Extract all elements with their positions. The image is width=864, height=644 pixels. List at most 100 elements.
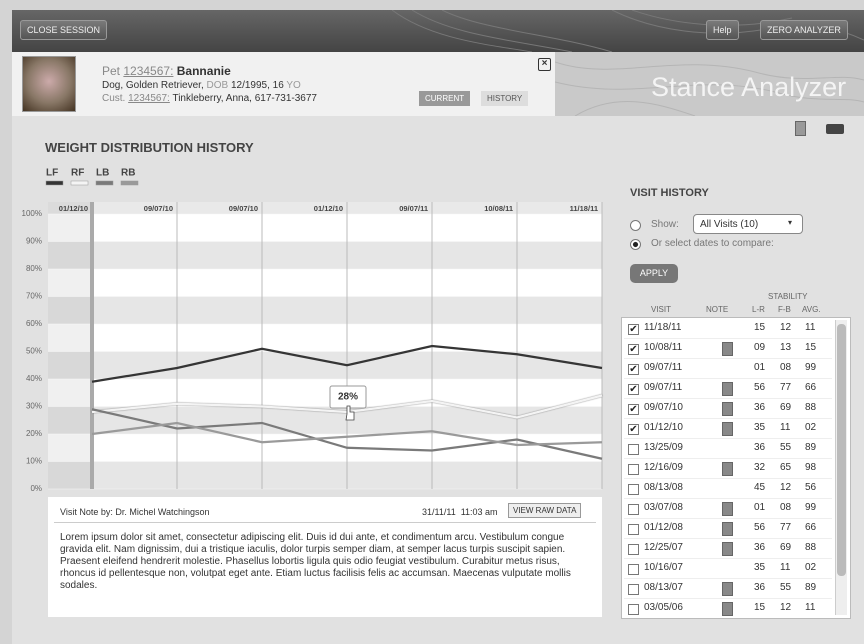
separator [54,522,596,523]
band [48,462,602,490]
x-tick-label: 11/18/11 [570,204,598,213]
left-shade [48,202,92,489]
select-arrow: ▾ [788,218,792,227]
lr-value: 09 [754,342,765,353]
visit-date: 08/13/08 [644,482,683,493]
note-icon[interactable] [722,522,733,536]
avg-value: 66 [805,522,816,533]
avg-value: 02 [805,422,816,433]
band [48,242,602,270]
visit-date: 11/18/11 [644,322,681,333]
visit-date: 12/16/09 [644,462,683,473]
note-text: Lorem ipsum dolor sit amet, consectetur … [60,532,588,592]
checkbox[interactable] [628,504,639,515]
note-icon[interactable] [722,402,733,416]
row-separator [624,558,832,559]
lr-value: 01 [754,362,765,373]
x-tick-label: 09/07/10 [229,204,258,213]
note-icon[interactable] [722,422,733,436]
y-tick-label: 60% [26,319,42,328]
avg-value: 98 [805,462,816,473]
scrollbar[interactable] [835,320,847,615]
show-value: All Visits (10) [700,219,758,230]
note-box: Visit Note by: Dr. Michel Watchingson 31… [48,497,602,617]
checkbox[interactable] [628,604,639,615]
checkbox[interactable]: ✔ [628,344,639,355]
avg-header: AVG. [802,305,821,314]
legend-swatch [71,181,88,185]
checkbox[interactable] [628,484,639,495]
legend-swatch [121,181,138,185]
note-header: NOTE [706,305,728,314]
note-icon[interactable] [722,502,733,516]
legend-label[interactable]: RF [71,168,84,179]
chart: 0%10%20%30%40%50%60%70%80%90%100%01/12/1… [0,0,620,500]
legend-label[interactable]: RB [121,168,135,179]
note-icon[interactable] [722,602,733,616]
y-tick-label: 40% [26,374,42,383]
x-tick-label: 09/07/11 [399,204,428,213]
show-select[interactable]: All Visits (10) ▾ [693,214,803,234]
avg-value: 02 [805,562,816,573]
x-tick-label: 10/08/11 [484,204,513,213]
checkbox[interactable]: ✔ [628,404,639,415]
visit-date: 09/07/11 [644,382,682,393]
legend-label[interactable]: LF [46,168,58,179]
y-tick-label: 10% [26,457,42,466]
fb-value: 65 [780,462,791,473]
help-button[interactable]: Help [706,20,739,40]
scroll-thumb[interactable] [837,324,846,576]
checkbox[interactable]: ✔ [628,364,639,375]
checkbox[interactable] [628,544,639,555]
y-tick-label: 20% [26,429,42,438]
checkbox[interactable] [628,564,639,575]
row-separator [624,358,832,359]
note-icon[interactable] [722,582,733,596]
visit-date: 13/25/09 [644,442,683,453]
row-separator [624,458,832,459]
note-icon[interactable] [722,462,733,476]
visit-header: VISIT [651,305,671,314]
checkbox[interactable]: ✔ [628,384,639,395]
avg-value: 66 [805,382,816,393]
lr-value: 36 [754,442,765,453]
note-icon[interactable] [722,342,733,356]
legend-swatch [46,181,63,185]
fb-value: 08 [780,362,791,373]
checkbox[interactable]: ✔ [628,324,639,335]
visit-date: 12/25/07 [644,542,683,553]
lr-value: 56 [754,522,765,533]
band [48,297,602,325]
checkbox[interactable] [628,444,639,455]
lr-value: 45 [754,482,765,493]
print-icon[interactable] [826,124,844,134]
lr-value: 36 [754,582,765,593]
fb-value: 77 [780,382,791,393]
avg-value: 88 [805,542,816,553]
checkbox[interactable] [628,524,639,535]
fb-value: 11 [780,422,790,433]
row-separator [624,478,832,479]
zero-analyzer-button[interactable]: ZERO ANALYZER [760,20,848,40]
checkbox[interactable] [628,584,639,595]
avg-value: 89 [805,442,816,453]
note-author: Visit Note by: Dr. Michel Watchingson [60,507,210,517]
visit-date: 01/12/10 [644,422,683,433]
view-raw-data-button[interactable]: VIEW RAW DATA [508,503,581,518]
avg-value: 56 [805,482,816,493]
lr-value: 15 [754,322,765,333]
legend-label[interactable]: LB [96,168,109,179]
document-icon[interactable] [795,121,806,136]
note-icon[interactable] [722,542,733,556]
row-separator [624,438,832,439]
checkbox[interactable]: ✔ [628,424,639,435]
radio-compare[interactable] [630,239,641,250]
checkbox[interactable] [628,464,639,475]
note-icon[interactable] [722,382,733,396]
fb-value: 12 [780,322,791,333]
avg-value: 99 [805,502,816,513]
avg-value: 15 [805,342,816,353]
radio-show[interactable] [630,220,641,231]
apply-button[interactable]: APPLY [630,264,678,283]
fb-header: F-B [778,305,791,314]
